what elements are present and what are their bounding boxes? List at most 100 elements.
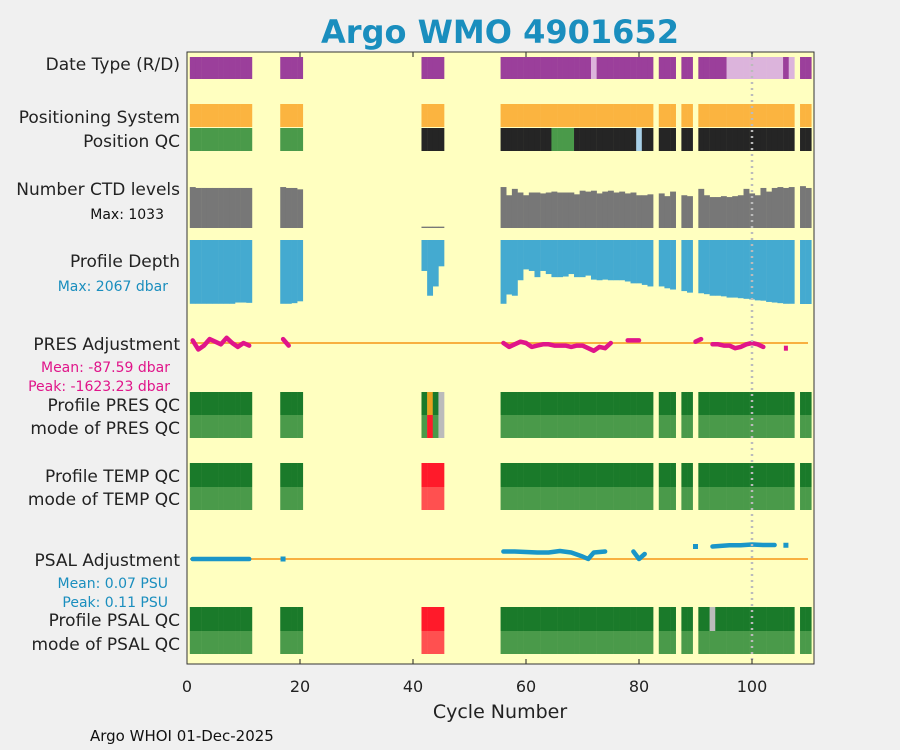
profile-psal-qc-bar (523, 607, 530, 631)
profile-temp-qc-bar (687, 463, 693, 487)
mode-temp-qc-bar (760, 487, 767, 510)
mode-pres-qc-bar (766, 415, 773, 438)
ctd-levels-bar (624, 193, 631, 228)
profile-pres-qc-bar (195, 392, 202, 415)
profile-pres-qc-bar (585, 392, 592, 415)
profile-pres-qc-bar (658, 392, 665, 415)
profile-depth-bar (427, 240, 434, 296)
profile-depth-bar (579, 240, 586, 278)
mode-pres-qc-bar (517, 415, 524, 438)
ctd-levels-bar (432, 226, 439, 228)
position-qc-bar (432, 128, 439, 151)
ctd-levels-bar (528, 192, 535, 228)
ctd-levels-bar (506, 195, 513, 228)
profile-pres-qc-bar (766, 392, 773, 415)
date-type-bar (551, 57, 558, 79)
row-label-psal-adjustment: PSAL Adjustment (35, 551, 181, 571)
profile-psal-qc-bar (421, 607, 428, 631)
profile-temp-qc-bar (421, 463, 428, 487)
ctd-levels-bar (709, 197, 716, 228)
profile-psal-qc-bar (291, 607, 298, 631)
date-type-bar (574, 57, 580, 79)
profile-temp-qc-bar (574, 463, 580, 487)
ctd-levels-bar (664, 196, 671, 228)
mode-pres-qc-bar (777, 415, 784, 438)
mode-psal-qc-bar (579, 631, 586, 654)
profile-psal-qc-bar (545, 607, 552, 631)
profile-depth-bar (551, 240, 558, 278)
date-type-bar (579, 57, 586, 79)
plot-background (187, 52, 814, 664)
mode-pres-qc-bar (432, 415, 439, 438)
mode-psal-qc-bar (766, 631, 773, 654)
date-type-bar (438, 57, 445, 79)
profile-temp-qc-bar (602, 463, 609, 487)
date-type-bar (720, 57, 727, 79)
mode-pres-qc-bar (201, 415, 208, 438)
ctd-levels-bar (619, 191, 626, 228)
profile-pres-qc-bar (240, 392, 247, 415)
ctd-levels-bar (681, 195, 688, 228)
profile-depth-bar (223, 240, 230, 304)
date-type-bar (766, 57, 773, 79)
positioning-system-bar (641, 104, 648, 127)
mode-psal-qc-bar (568, 631, 575, 654)
mode-temp-qc-bar (624, 487, 631, 510)
profile-psal-qc-bar (720, 607, 727, 631)
profile-depth-bar (438, 240, 445, 267)
ctd-levels-bar (534, 192, 541, 228)
date-type-bar (607, 57, 614, 79)
profile-temp-qc-bar (285, 463, 292, 487)
mode-pres-qc-bar (427, 415, 434, 438)
profile-depth-bar (528, 240, 535, 271)
ctd-levels-bar (760, 187, 767, 228)
mode-pres-qc-bar (206, 415, 213, 438)
psal-adjustment-series (710, 542, 777, 549)
mode-psal-qc-bar (427, 631, 434, 654)
profile-depth-bar (777, 240, 784, 304)
ctd-levels-bar (590, 190, 597, 228)
date-type-bar (681, 57, 688, 79)
mode-pres-qc-bar (715, 415, 722, 438)
psal-adjustment-point (783, 542, 789, 548)
ctd-levels-bar (223, 187, 230, 228)
mode-pres-qc-bar (641, 415, 648, 438)
mode-psal-qc-bar (636, 631, 643, 654)
profile-temp-qc-bar (805, 463, 812, 487)
mode-pres-qc-bar (737, 415, 744, 438)
position-qc-bar (636, 128, 643, 151)
mode-pres-qc-bar (235, 415, 241, 438)
mode-pres-qc-bar (579, 415, 586, 438)
mode-temp-qc-bar (602, 487, 609, 510)
profile-depth-bar (607, 240, 614, 281)
profile-pres-qc-bar (670, 392, 676, 415)
date-type-bar (800, 57, 806, 79)
profile-temp-qc-bar (607, 463, 614, 487)
positioning-system-bar (500, 104, 507, 127)
mode-pres-qc-bar (297, 415, 304, 438)
mode-psal-qc-bar (687, 631, 693, 654)
mode-pres-qc-bar (703, 415, 710, 438)
positioning-system-bar (557, 104, 563, 127)
positioning-system-bar (212, 104, 219, 127)
profile-temp-qc-bar (557, 463, 563, 487)
mode-psal-qc-bar (788, 631, 795, 654)
profile-temp-qc-bar (201, 463, 208, 487)
profile-psal-qc-bar (562, 607, 569, 631)
mode-temp-qc-bar (285, 487, 292, 510)
profile-depth-bar (641, 240, 648, 285)
mode-temp-qc-bar (511, 487, 518, 510)
profile-psal-qc-bar (528, 607, 535, 631)
positioning-system-bar (777, 104, 784, 127)
positioning-system-bar (607, 104, 614, 127)
position-qc-bar (511, 128, 518, 151)
mode-pres-qc-bar (664, 415, 671, 438)
psal-peak-label: Peak: 0.11 PSU (62, 595, 168, 611)
profile-pres-qc-bar (511, 392, 518, 415)
ctd-levels-bar (636, 195, 643, 228)
mode-pres-qc-bar (585, 415, 592, 438)
mode-temp-qc-bar (720, 487, 727, 510)
ctd-levels-bar (212, 187, 219, 228)
mode-psal-qc-bar (223, 631, 230, 654)
profile-depth-bar (218, 240, 224, 304)
